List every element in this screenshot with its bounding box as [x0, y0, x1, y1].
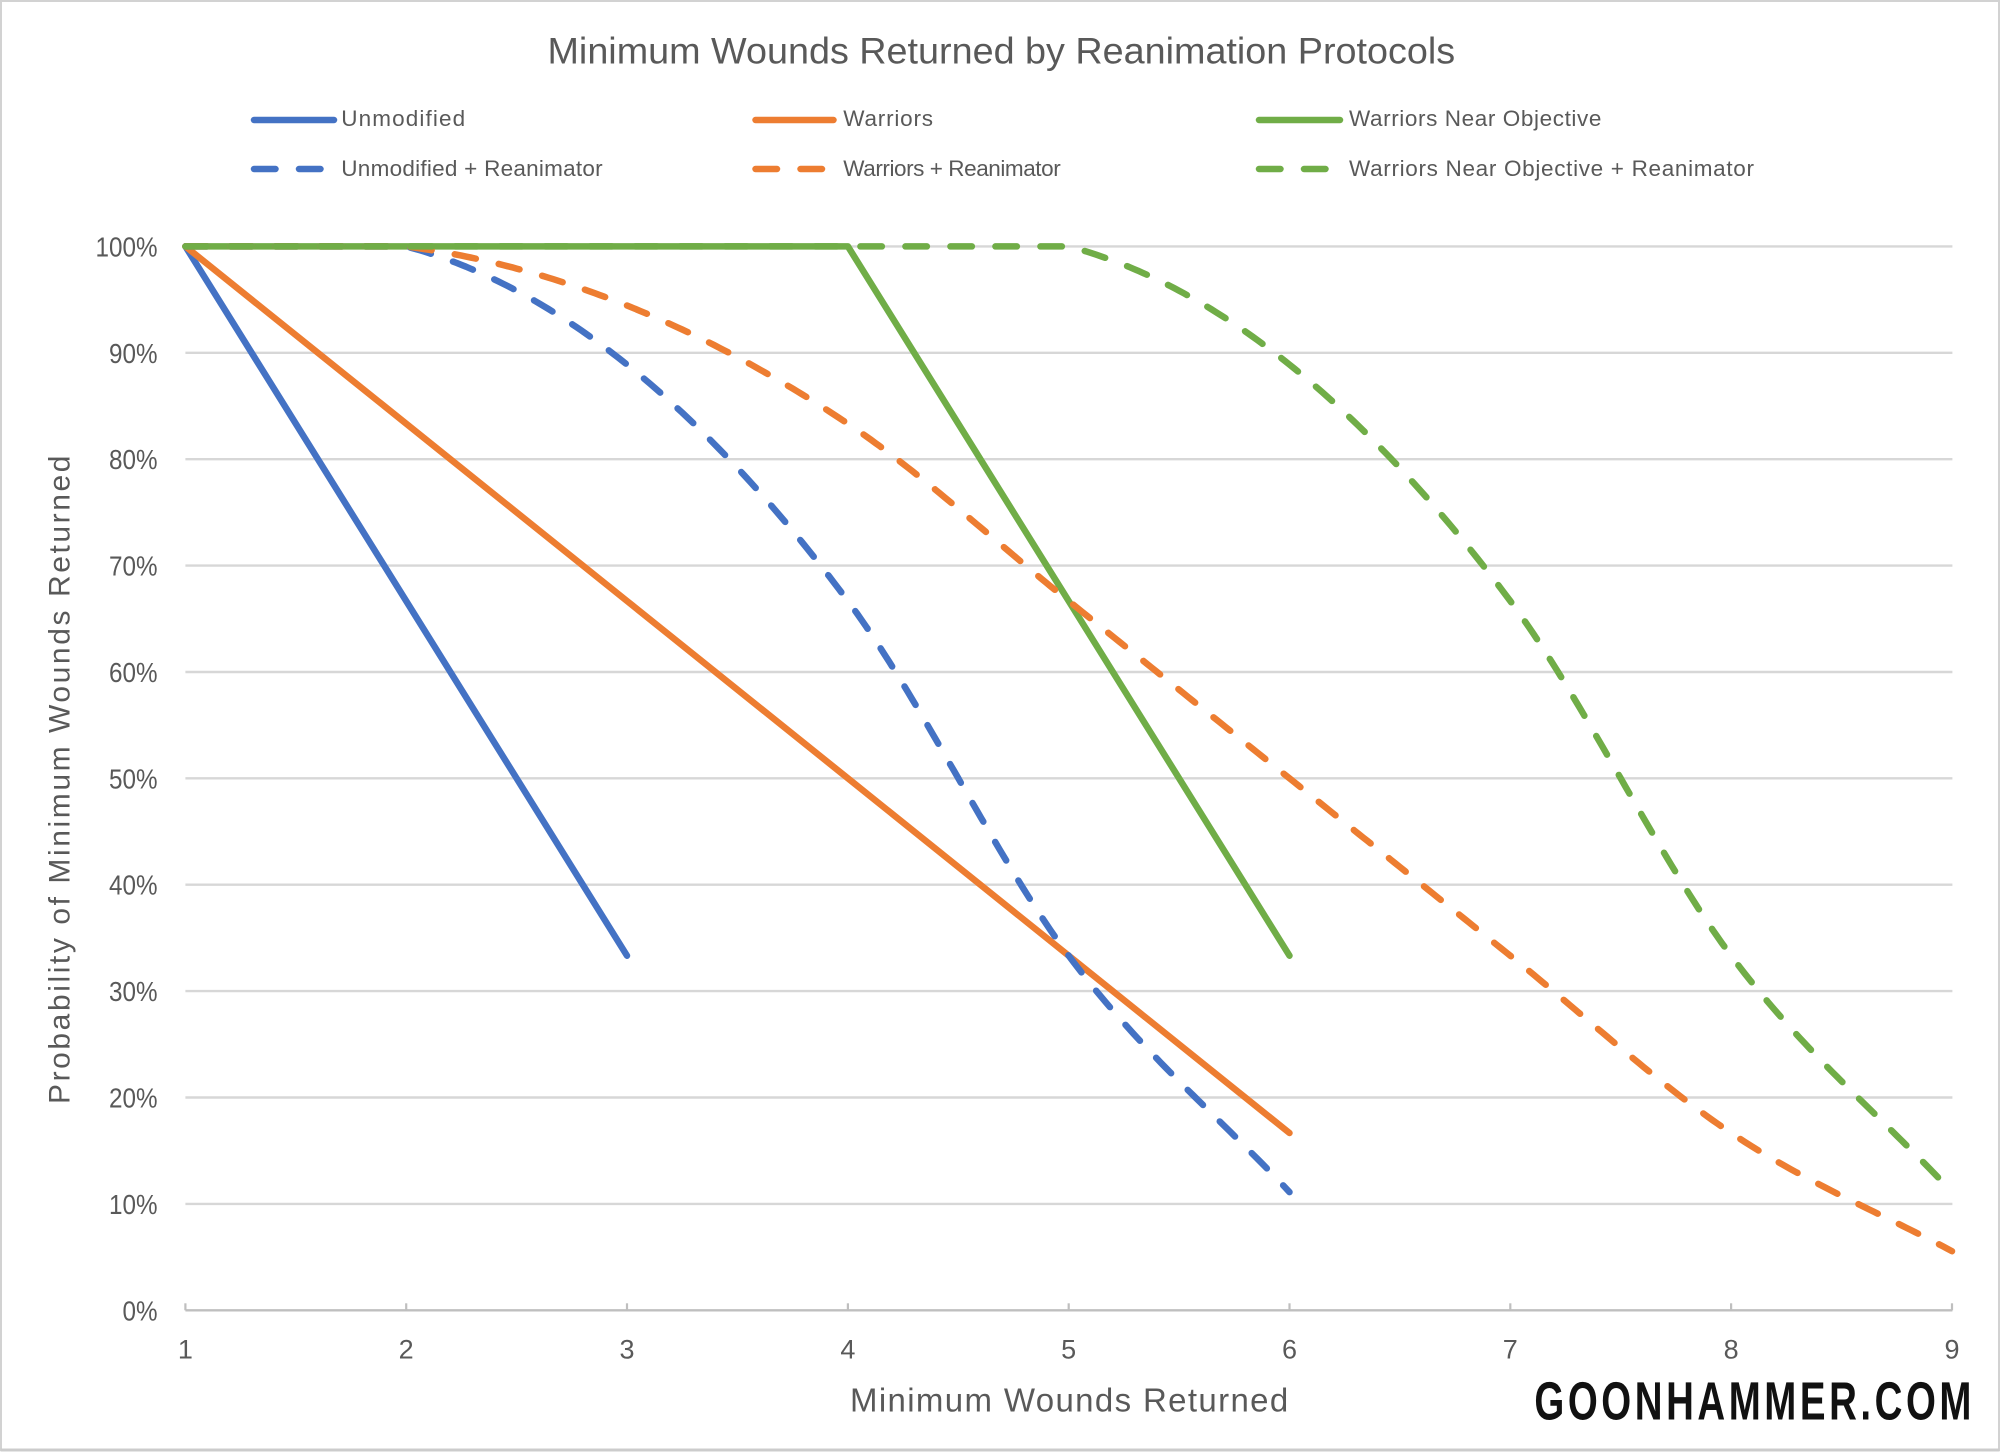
- svg-text:100%: 100%: [96, 233, 158, 263]
- svg-text:Minimum Wounds Returned by Rea: Minimum Wounds Returned by Reanimation P…: [547, 30, 1455, 72]
- svg-text:2: 2: [399, 1334, 414, 1364]
- svg-text:50%: 50%: [109, 765, 158, 795]
- svg-text:80%: 80%: [109, 446, 158, 476]
- svg-text:60%: 60%: [109, 659, 158, 689]
- svg-text:8: 8: [1724, 1334, 1739, 1364]
- svg-text:3: 3: [619, 1334, 634, 1364]
- svg-text:10%: 10%: [109, 1191, 158, 1221]
- svg-text:Probability of Minimum Wounds: Probability of Minimum Wounds Returned: [44, 453, 77, 1104]
- svg-text:GOONHAMMER.COM: GOONHAMMER.COM: [1534, 1371, 1975, 1431]
- svg-text:30%: 30%: [109, 978, 158, 1008]
- svg-text:70%: 70%: [109, 552, 158, 582]
- svg-text:Warriors Near Objective + Rean: Warriors Near Objective + Reanimator: [1349, 156, 1755, 181]
- svg-text:Unmodified: Unmodified: [341, 106, 466, 131]
- svg-text:9: 9: [1944, 1334, 1959, 1364]
- svg-text:6: 6: [1282, 1334, 1297, 1364]
- svg-text:20%: 20%: [109, 1084, 158, 1114]
- svg-text:4: 4: [840, 1334, 855, 1364]
- svg-text:7: 7: [1503, 1334, 1518, 1364]
- svg-text:0%: 0%: [122, 1297, 157, 1327]
- svg-text:Warriors: Warriors: [843, 106, 934, 131]
- svg-text:5: 5: [1061, 1334, 1076, 1364]
- svg-text:Minimum Wounds Returned: Minimum Wounds Returned: [850, 1381, 1290, 1418]
- svg-text:1: 1: [178, 1334, 193, 1364]
- svg-text:Warriors + Reanimator: Warriors + Reanimator: [843, 156, 1061, 181]
- svg-text:Unmodified + Reanimator: Unmodified + Reanimator: [341, 156, 603, 181]
- svg-text:Warriors Near Objective: Warriors Near Objective: [1349, 106, 1602, 131]
- svg-text:40%: 40%: [109, 871, 158, 901]
- svg-text:90%: 90%: [109, 340, 158, 370]
